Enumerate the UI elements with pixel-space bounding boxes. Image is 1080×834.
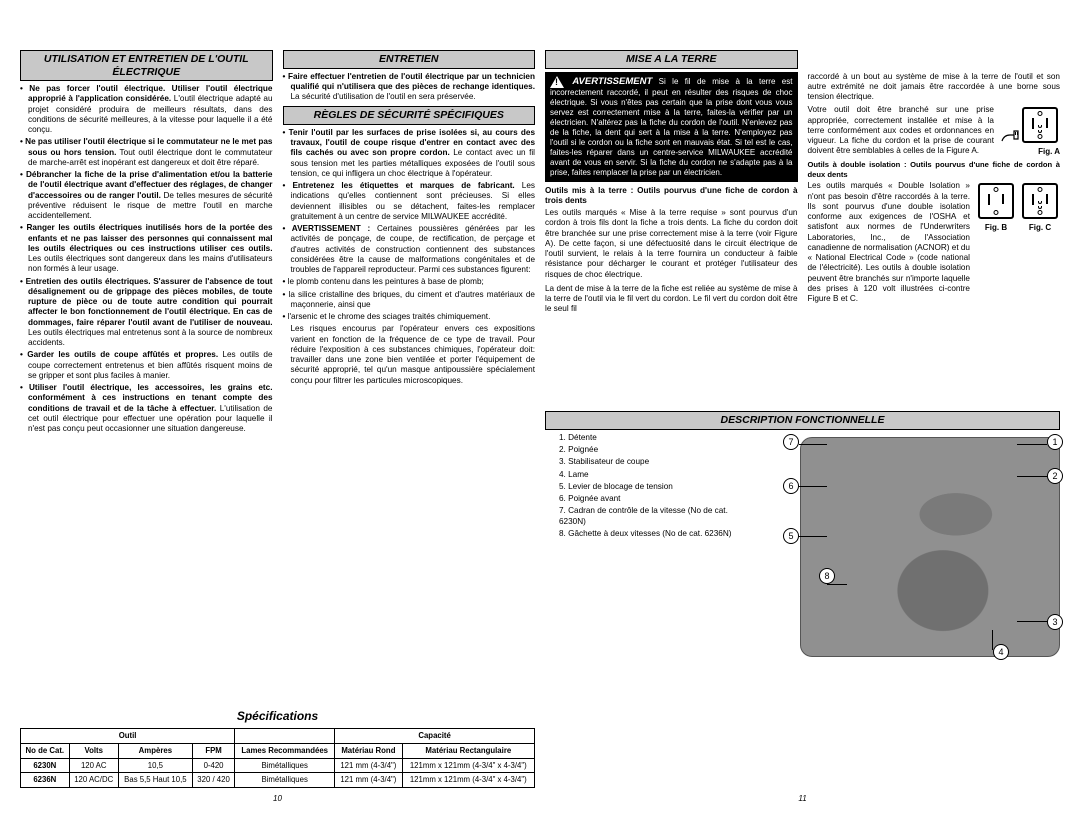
regles-tail: Les risques encourus par l'opérateur env… — [283, 324, 536, 386]
fig-a-wrap: Fig. A — [1000, 105, 1060, 157]
outlet-c-icon — [1022, 183, 1058, 219]
plug-icon — [1000, 125, 1020, 143]
callout-2: 2 — [1047, 468, 1063, 484]
header-utilisation: UTILISATION ET ENTRETIEN DE L'OUTIL ÉLEC… — [20, 50, 273, 81]
list-item: 7. Cadran de contrôle de la vitesse (No … — [559, 506, 745, 527]
list-regles: Tenir l'outil par les surfaces de prise … — [283, 128, 536, 276]
table-row: 6236N 120 AC/DC Bas 5,5 Haut 10,5 320 / … — [21, 773, 535, 788]
warning-icon — [550, 76, 564, 88]
outlet-a-icon — [1022, 107, 1058, 143]
warning-head: AVERTISSEMENT — [572, 76, 652, 87]
mise-r3: Les outils marqués « Double Isolation » … — [808, 181, 971, 304]
callout-3: 3 — [1047, 614, 1063, 630]
spec-title: Spécifications — [20, 709, 535, 724]
callout-6: 6 — [783, 478, 799, 494]
callout-5: 5 — [783, 528, 799, 544]
callout-7: 7 — [783, 434, 799, 450]
outlet-b-icon — [978, 183, 1014, 219]
callout-1: 1 — [1047, 434, 1063, 450]
col-entretien: ENTRETIEN Faire effectuer l'entretien de… — [283, 50, 536, 701]
page-num-left: 10 — [20, 794, 535, 804]
fig-a-label: Fig. A — [1038, 147, 1060, 157]
spec-block: Spécifications Outil Capacité No de Cat.… — [20, 701, 535, 788]
mise-r2: Votre outil doit être branché sur une pr… — [808, 105, 995, 157]
list-item: 6. Poignée avant — [559, 494, 745, 504]
list-item: 5. Levier de blocage de tension — [559, 482, 745, 492]
mise-p1: Les outils marqués « Mise à la terre req… — [545, 208, 798, 280]
fig-b-label: Fig. B — [985, 223, 1007, 233]
header-mise: MISE A LA TERRE — [545, 50, 798, 69]
page-num-right: 11 — [545, 794, 1060, 804]
sub-b1: Outils mis à la terre : Outils pourvus d… — [545, 186, 798, 207]
list-item: 8. Gâchette à deux vitesses (No de cat. … — [559, 529, 745, 539]
col-util: UTILISATION ET ENTRETIEN DE L'OUTIL ÉLEC… — [20, 50, 273, 701]
callout-8: 8 — [819, 568, 835, 584]
col-mise-left: MISE A LA TERRE AVERTISSEMENT Si le fil … — [545, 50, 798, 405]
tool-image: 1 2 3 4 5 6 7 8 — [800, 437, 1060, 657]
list-item: 4. Lame — [559, 470, 745, 480]
fig-bc-row: Fig. B Fig. C — [976, 181, 1060, 304]
header-description: DESCRIPTION FONCTIONNELLE — [545, 411, 1060, 430]
col-mise-right: . raccordé à un bout au système de mise … — [808, 50, 1061, 405]
mise-p2: La dent de mise à la terre de la fiche e… — [545, 284, 798, 315]
fig-c-label: Fig. C — [1029, 223, 1051, 233]
list-item: 3. Stabilisateur de coupe — [559, 457, 745, 467]
callout-4: 4 — [993, 644, 1009, 660]
list-entretien: Faire effectuer l'entretien de l'outil é… — [283, 72, 536, 103]
spec-table: Outil Capacité No de Cat. Volts Ampères … — [20, 728, 535, 788]
page-left: UTILISATION ET ENTRETIEN DE L'OUTIL ÉLEC… — [20, 50, 535, 804]
list-item: 1. Détente — [559, 433, 745, 443]
page-right: MISE A LA TERRE AVERTISSEMENT Si le fil … — [545, 50, 1060, 804]
warning-box: AVERTISSEMENT Si le fil de mise à la ter… — [545, 72, 798, 182]
list-item: 2. Poignée — [559, 445, 745, 455]
table-row: 6230N 120 AC 10,5 0-420 Bimétalliques 12… — [21, 758, 535, 773]
mise-r1: raccordé à un bout au système de mise à … — [808, 72, 1061, 103]
header-entretien: ENTRETIEN — [283, 50, 536, 69]
warning-text: Si le fil de mise à la terre est incorre… — [550, 77, 793, 177]
sublist-substances: le plomb contenu dans les peintures à ba… — [283, 277, 536, 322]
list-utilisation: Ne pas forcer l'outil électrique. Utilis… — [20, 84, 273, 434]
sub-b2: Outils à double isolation : Outils pourv… — [808, 160, 1061, 179]
header-regles: RÈGLES DE SÉCURITÉ SPÉCIFIQUES — [283, 106, 536, 125]
parts-list: 1. Détente 2. Poignée 3. Stabilisateur d… — [545, 433, 745, 539]
